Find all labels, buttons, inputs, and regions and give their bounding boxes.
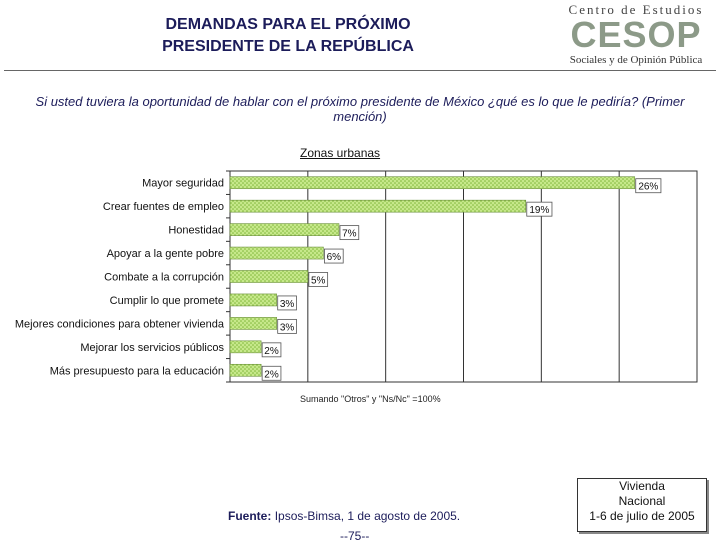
bar-chart: Mayor seguridad 26% Crear fuentes de emple…	[15, 170, 698, 383]
data-label-box	[308, 272, 329, 287]
category-label: Mayor seguridad	[142, 178, 224, 190]
bar-9	[229, 363, 262, 377]
info-box-line-2: Nacional	[618, 494, 666, 508]
page-number: --75--	[340, 529, 370, 543]
chart-note: Sumando "Otros" y "Ns/Nc" =100%	[300, 394, 441, 404]
data-label: 2%	[264, 346, 279, 357]
bar-3	[229, 223, 340, 236]
logo-top-text: Centro de Estudios	[568, 2, 704, 17]
category-label: Apoyar a la gente pobre	[107, 248, 224, 260]
page-title: DEMANDAS PARA EL PRÓXIMO PRESIDENTE DE L…	[108, 14, 468, 58]
title-line-2: PRESIDENTE DE LA REPÚBLICA	[162, 38, 414, 55]
logo-bottom-text: Sociales y de Opinión Pública	[569, 54, 703, 66]
data-label-box	[261, 365, 282, 381]
data-label: 2%	[264, 369, 279, 380]
category-label: Mejorar los servicios públicos	[80, 342, 224, 354]
bar-7	[229, 317, 278, 330]
bar-5	[229, 270, 309, 283]
data-label: 26%	[638, 182, 658, 193]
data-label-box	[277, 295, 297, 311]
bar-4	[229, 246, 324, 260]
data-label-box	[277, 318, 297, 334]
cesop-logo: Centro de Estudios CESOP Sociales y de O…	[556, 2, 716, 68]
source-label: Fuente:	[228, 509, 272, 523]
category-label: Más presupuesto para la educación	[50, 365, 224, 377]
info-box-line-3: 1-6 de julio de 2005	[589, 509, 695, 523]
survey-question: Si usted tuviera la oportunidad de habla…	[35, 94, 685, 124]
data-label-box	[261, 342, 282, 358]
category-label: Combate a la corrupción	[104, 272, 224, 284]
source-text: Ipsos-Bimsa, 1 de agosto de 2005.	[274, 509, 461, 523]
data-label: 7%	[342, 229, 357, 240]
bar-2	[229, 199, 527, 213]
data-label-box	[339, 225, 360, 241]
category-label: Mejores condiciones para obtener viviend…	[15, 318, 225, 330]
data-label: 19%	[529, 205, 549, 216]
data-label: 5%	[311, 276, 326, 287]
data-label: 6%	[327, 252, 342, 263]
header-divider	[4, 70, 716, 71]
data-label-box	[323, 248, 344, 264]
category-label: Cumplir lo que promete	[110, 295, 224, 307]
info-box: Vivienda Nacional 1-6 de julio de 2005	[577, 478, 707, 532]
title-line-1: DEMANDAS PARA EL PRÓXIMO	[165, 16, 411, 33]
info-box-line-1: Vivienda	[619, 479, 665, 493]
logo-mark: CESOP	[570, 14, 702, 55]
chart-subtitle: Zonas urbanas	[300, 146, 381, 160]
data-label-box	[526, 201, 553, 217]
bar-1	[229, 176, 636, 190]
category-label: Crear fuentes de empleo	[103, 201, 224, 213]
bar-6	[229, 293, 278, 307]
data-label: 3%	[280, 299, 295, 310]
bar-8	[229, 340, 262, 354]
category-label: Honestidad	[168, 225, 224, 237]
source-line: Fuente: Ipsos-Bimsa, 1 de agosto de 2005…	[228, 509, 460, 523]
data-label: 3%	[280, 322, 295, 333]
data-label-box	[635, 178, 662, 194]
